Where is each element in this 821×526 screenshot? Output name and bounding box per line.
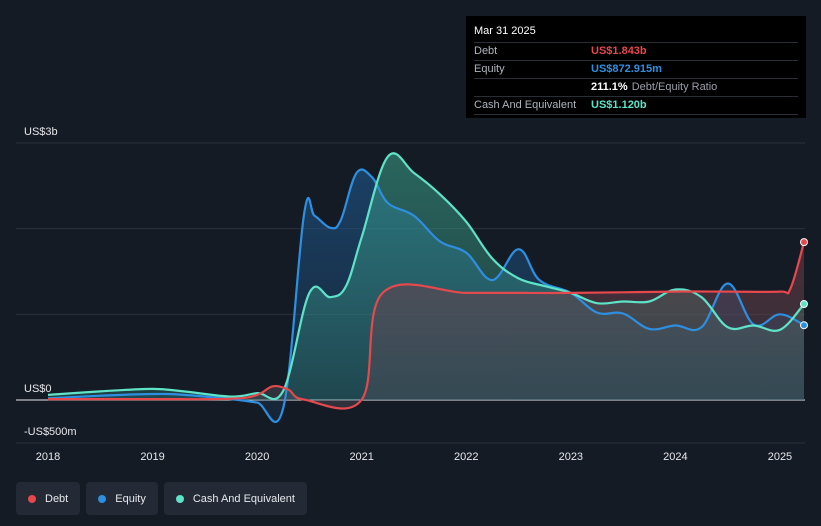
cash-dot-icon: [175, 494, 184, 503]
legend-item-debt[interactable]: Debt: [16, 482, 81, 515]
y-tick-label: US$0: [24, 383, 52, 395]
x-tick-label: 2021: [349, 451, 373, 463]
equity-line: [47, 168, 805, 424]
x-tick-label: 2023: [559, 451, 583, 463]
x-tick-label: 2022: [454, 451, 478, 463]
x-tick-label: 2019: [140, 451, 164, 463]
chart-legend: Debt Equity Cash And Equivalent: [16, 482, 307, 515]
equity-endpoint: [800, 321, 808, 330]
tooltip-cash-value: US$1.120b: [591, 99, 647, 111]
legend-label-debt: Debt: [45, 492, 69, 505]
tooltip-debt-value: US$1.843b: [591, 45, 647, 57]
x-tick-label: 2025: [768, 451, 792, 463]
debt-area: [48, 242, 804, 409]
tooltip-ratio-label: Debt/Equity Ratio: [631, 81, 718, 93]
tooltip-debt-row: Debt US$1.843b: [474, 42, 798, 60]
legend-item-equity[interactable]: Equity: [86, 482, 158, 515]
series-lines: [47, 152, 806, 424]
series-areas: [48, 153, 804, 422]
tooltip-cash-label: Cash And Equivalent: [474, 99, 577, 111]
y-tick-label: -US$500m: [24, 426, 77, 438]
y-axis-labels: US$3b US$0 -US$500m: [24, 126, 77, 438]
legend-item-cash[interactable]: Cash And Equivalent: [163, 482, 307, 515]
tooltip-panel: Mar 31 2025 Debt US$1.843b Equity US$872…: [466, 16, 806, 118]
debt-endpoint: [800, 238, 808, 247]
x-axis-labels: 2018 2019 2020 2021 2022 2023 2024 2025: [36, 451, 792, 463]
legend-label-cash: Cash And Equivalent: [192, 492, 295, 505]
x-tick-label: 2024: [663, 451, 687, 463]
debt-dot-icon: [28, 494, 36, 503]
tooltip-equity-label: Equity: [474, 63, 505, 75]
y-tick-label: US$3b: [24, 126, 58, 138]
series-endpoints: [800, 238, 808, 330]
tooltip-debt-label: Debt: [474, 45, 498, 57]
tooltip-cash-row: Cash And Equivalent US$1.120b: [474, 96, 798, 115]
tooltip-date: Mar 31 2025: [474, 25, 536, 37]
cash-endpoint: [800, 300, 808, 309]
debt-line: [47, 241, 806, 410]
x-tick-label: 2020: [245, 451, 269, 463]
tooltip-equity-row: Equity US$872.915m: [474, 60, 798, 78]
x-tick-label: 2018: [36, 451, 60, 463]
tooltip-ratio-row: 211.1% Debt/Equity Ratio: [474, 78, 798, 96]
equity-dot-icon: [98, 494, 107, 503]
tooltip-equity-value: US$872.915m: [591, 63, 662, 75]
tooltip-ratio-value: 211.1%: [591, 81, 628, 93]
legend-label-equity: Equity: [115, 492, 146, 505]
cash-line: [47, 152, 805, 401]
